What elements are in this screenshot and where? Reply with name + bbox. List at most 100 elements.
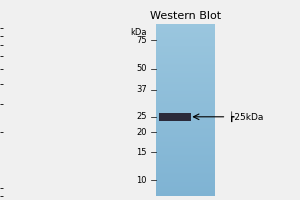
- Bar: [156, 187, 215, 188]
- Bar: [156, 130, 215, 131]
- Bar: [156, 46, 215, 47]
- Bar: [156, 139, 215, 140]
- Bar: [156, 50, 215, 51]
- Bar: [156, 83, 215, 84]
- Bar: [156, 99, 215, 100]
- Bar: [156, 53, 215, 54]
- Bar: [156, 163, 215, 164]
- Bar: [156, 127, 215, 128]
- Bar: [156, 28, 215, 29]
- Bar: [156, 184, 215, 185]
- Bar: [156, 167, 215, 168]
- Text: 75: 75: [136, 36, 147, 45]
- Bar: [156, 77, 215, 78]
- Bar: [156, 152, 215, 153]
- Bar: [156, 166, 215, 167]
- Bar: [156, 117, 215, 118]
- Bar: [156, 29, 215, 30]
- Bar: [156, 120, 215, 121]
- Bar: [156, 90, 215, 91]
- Bar: [156, 26, 215, 27]
- Bar: [156, 69, 215, 70]
- Bar: [156, 34, 215, 35]
- Bar: [156, 195, 215, 196]
- Bar: [156, 169, 215, 170]
- Bar: [156, 138, 215, 139]
- Bar: [156, 110, 215, 111]
- Bar: [156, 40, 215, 41]
- Bar: [156, 160, 215, 161]
- Bar: [156, 37, 215, 38]
- Bar: [156, 149, 215, 150]
- Bar: [156, 42, 215, 43]
- Bar: [156, 136, 215, 137]
- Bar: [156, 192, 215, 193]
- Bar: [156, 72, 215, 73]
- Bar: [156, 45, 215, 46]
- Bar: [156, 78, 215, 79]
- Bar: [156, 157, 215, 158]
- Bar: [156, 41, 215, 42]
- Bar: [156, 106, 215, 107]
- Text: 50: 50: [136, 64, 147, 73]
- Bar: [156, 118, 215, 119]
- Bar: [156, 73, 215, 74]
- Bar: [156, 180, 215, 181]
- Bar: [156, 137, 215, 138]
- Bar: [156, 164, 215, 165]
- Bar: [156, 36, 215, 37]
- Bar: [156, 129, 215, 130]
- Bar: [156, 171, 215, 172]
- Bar: [156, 93, 215, 94]
- Bar: [156, 97, 215, 98]
- Bar: [156, 178, 215, 179]
- Bar: [156, 31, 215, 32]
- Bar: [156, 165, 215, 166]
- Bar: [156, 135, 215, 136]
- Bar: [156, 140, 215, 141]
- Bar: [156, 142, 215, 143]
- Bar: [156, 189, 215, 190]
- Bar: [156, 64, 215, 65]
- Bar: [156, 35, 215, 36]
- Bar: [156, 76, 215, 77]
- Bar: [156, 188, 215, 189]
- Bar: [156, 158, 215, 159]
- Bar: [156, 71, 215, 72]
- Bar: [156, 183, 215, 184]
- Bar: [156, 182, 215, 183]
- Bar: [156, 33, 215, 34]
- Bar: [156, 124, 215, 125]
- Bar: [156, 89, 215, 90]
- Bar: [156, 162, 215, 163]
- Bar: [156, 62, 215, 63]
- Bar: [156, 168, 215, 169]
- Bar: [156, 113, 215, 114]
- Bar: [156, 58, 215, 59]
- Bar: [156, 170, 215, 171]
- Bar: [156, 119, 215, 120]
- Bar: [156, 68, 215, 69]
- Bar: [156, 105, 215, 106]
- Text: kDa: kDa: [130, 28, 147, 37]
- Bar: [156, 159, 215, 160]
- Bar: [156, 27, 215, 28]
- Bar: [156, 179, 215, 180]
- Bar: [156, 193, 215, 194]
- Bar: [156, 61, 215, 62]
- Bar: [156, 141, 215, 142]
- Bar: [156, 150, 215, 151]
- Bar: [156, 32, 215, 33]
- Bar: [156, 25, 215, 26]
- Bar: [156, 144, 215, 145]
- Text: 25: 25: [136, 112, 147, 121]
- Bar: [156, 128, 215, 129]
- Bar: [156, 194, 215, 195]
- Bar: [156, 191, 215, 192]
- Bar: [156, 154, 215, 155]
- Bar: [156, 67, 215, 68]
- Bar: [156, 91, 215, 92]
- Bar: [156, 85, 215, 86]
- Bar: [156, 101, 215, 102]
- Bar: [156, 38, 215, 39]
